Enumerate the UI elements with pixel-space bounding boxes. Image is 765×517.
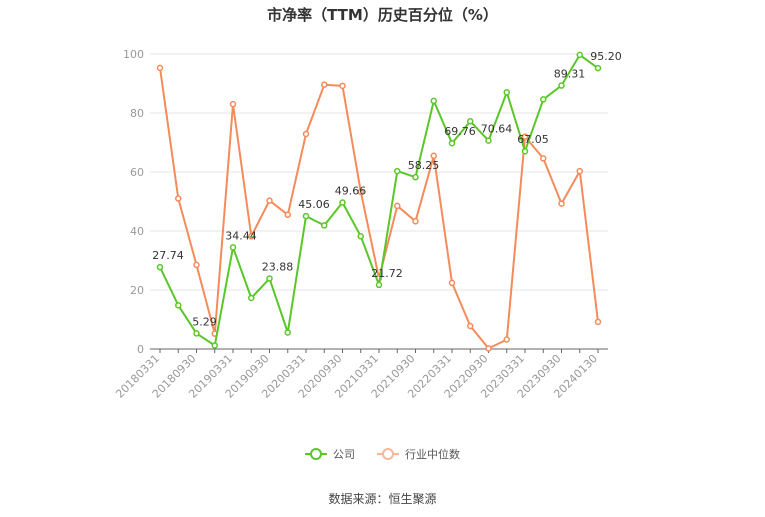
data-label-company: 58.25 bbox=[408, 159, 440, 172]
data-point-industry-median bbox=[339, 82, 346, 90]
y-tick-label: 80 bbox=[130, 107, 144, 120]
data-point-company bbox=[412, 173, 419, 181]
data-point-industry-median bbox=[521, 133, 529, 140]
data-point-company bbox=[594, 64, 602, 72]
data-point-company bbox=[229, 244, 237, 251]
data-label-company: 70.64 bbox=[481, 123, 513, 136]
data-point-industry-median bbox=[540, 155, 547, 162]
data-point-company bbox=[339, 199, 346, 206]
data-point-industry-median bbox=[594, 318, 602, 326]
data-point-company bbox=[248, 294, 255, 302]
series-line-industry-median bbox=[159, 67, 599, 350]
legend-item-industry-median[interactable]: 行业中位数 bbox=[377, 446, 460, 462]
data-point-industry-median bbox=[576, 167, 583, 175]
data-point-industry-median bbox=[467, 322, 474, 330]
data-point-company bbox=[357, 233, 364, 240]
data-point-company bbox=[558, 82, 565, 89]
data-point-company bbox=[175, 302, 182, 309]
data-point-industry-median bbox=[430, 152, 437, 160]
data-label-company: 5.29 bbox=[192, 315, 217, 328]
legend-dot-icon bbox=[382, 448, 394, 460]
data-point-industry-median bbox=[156, 64, 164, 72]
data-label-company: 34.44 bbox=[225, 229, 257, 242]
legend-label-industry-median: 行业中位数 bbox=[405, 448, 460, 461]
data-point-company bbox=[467, 118, 474, 125]
legend-item-company[interactable]: 公司 bbox=[305, 446, 355, 462]
data-point-industry-median bbox=[229, 100, 237, 108]
y-tick-label: 100 bbox=[123, 48, 144, 61]
data-labels: 27.74 5.29 34.44 23.88 45.06 49.66 21.72 58.25 6… bbox=[152, 50, 622, 328]
legend-line-icon bbox=[305, 448, 327, 460]
data-point-industry-median bbox=[284, 211, 291, 219]
series-lines bbox=[156, 51, 602, 352]
data-label-company: 89.31 bbox=[554, 68, 586, 81]
data-point-company bbox=[430, 97, 437, 105]
y-tick-label: 40 bbox=[130, 225, 144, 238]
data-point-company bbox=[266, 275, 273, 282]
data-label-company: 27.74 bbox=[152, 249, 184, 262]
data-point-company bbox=[284, 329, 291, 336]
chart-title: 市净率（TTM）历史百分位（%） bbox=[267, 6, 498, 24]
data-point-company bbox=[211, 342, 218, 349]
grid-lines bbox=[150, 53, 608, 291]
data-point-company bbox=[375, 281, 383, 289]
data-label-company: 95.20 bbox=[590, 50, 622, 63]
data-point-industry-median bbox=[302, 130, 310, 138]
legend-dot-icon bbox=[310, 448, 322, 460]
data-label-company: 45.06 bbox=[298, 198, 330, 211]
y-tick-label: 60 bbox=[130, 166, 144, 179]
data-point-company bbox=[503, 89, 510, 96]
source-note: 数据来源：恒生聚源 bbox=[328, 492, 437, 506]
data-point-industry-median bbox=[321, 81, 328, 88]
data-label-company: 21.72 bbox=[371, 267, 403, 280]
data-label-company: 49.66 bbox=[335, 185, 367, 198]
data-point-industry-median bbox=[558, 200, 565, 207]
data-point-company bbox=[576, 51, 583, 59]
axes: 0204060801002018033120180930201903312019… bbox=[113, 48, 608, 401]
data-point-company bbox=[394, 167, 401, 175]
legend-line-icon bbox=[377, 448, 399, 460]
data-point-industry-median bbox=[394, 202, 401, 210]
data-label-company: 23.88 bbox=[262, 261, 294, 274]
data-point-company bbox=[448, 139, 456, 147]
data-point-industry-median bbox=[485, 345, 492, 352]
data-point-industry-median bbox=[357, 188, 364, 196]
data-label-company: 67.05 bbox=[517, 133, 549, 146]
y-tick-label: 20 bbox=[130, 284, 144, 297]
data-point-company bbox=[540, 96, 547, 103]
data-point-industry-median bbox=[448, 279, 456, 287]
data-point-industry-median bbox=[412, 218, 419, 225]
data-point-industry-median bbox=[175, 195, 182, 202]
data-point-industry-median bbox=[193, 261, 200, 269]
data-point-industry-median bbox=[503, 336, 510, 343]
data-point-company bbox=[521, 147, 529, 155]
data-point-company bbox=[321, 222, 328, 229]
data-point-industry-median bbox=[266, 197, 273, 204]
data-label-company: 69.76 bbox=[444, 125, 476, 138]
data-point-industry-median bbox=[248, 233, 255, 240]
legend-label-company: 公司 bbox=[333, 448, 355, 461]
data-point-company bbox=[193, 330, 200, 337]
data-point-company bbox=[302, 212, 310, 220]
legend: 公司 行业中位数 bbox=[0, 446, 765, 462]
data-point-company bbox=[156, 263, 164, 271]
data-point-company bbox=[485, 137, 492, 144]
y-tick-label: 0 bbox=[137, 343, 144, 356]
